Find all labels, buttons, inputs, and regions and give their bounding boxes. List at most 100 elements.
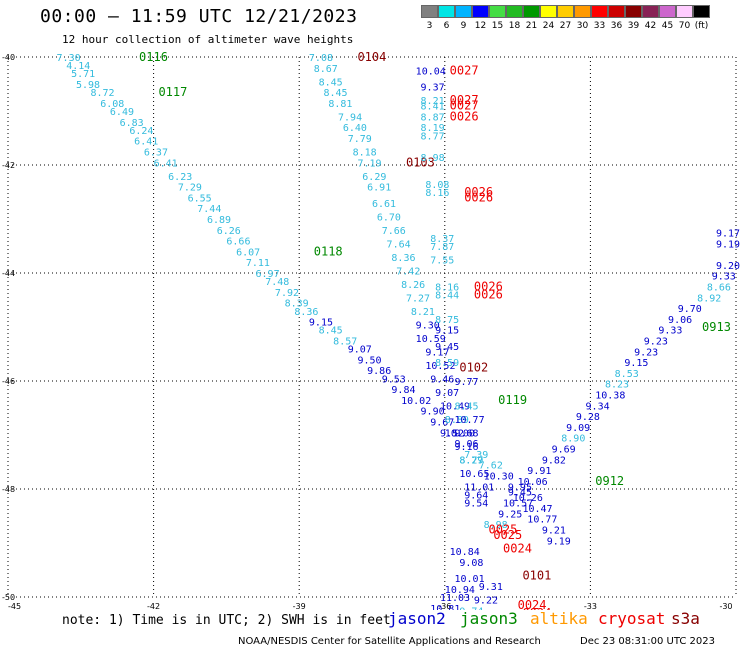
color-legend: 3 6 9 12 15 18 21 24 27 30 33 36 39 42 45 70 (ft) [421,5,710,31]
wave-height-value: 7.19 [357,158,381,169]
legend-label: 21 [525,21,538,31]
wave-height-value: 9.33 [712,272,736,283]
pass-label: 0024 [518,598,547,610]
pass-label: 0119 [498,393,527,407]
legend-swatch [642,5,659,18]
lat-tick-label: -42 [2,161,15,170]
legend-swatch [421,5,438,18]
wave-height-value: 6.41 [134,137,158,148]
wave-height-value: 6.49 [110,107,134,118]
wave-height-value: 10.02 [401,396,431,407]
pass-label: 0027 [450,64,479,78]
wave-height-value: 8.36 [391,253,415,264]
wave-height-map: -40 -42 -44 -46 -48 -50-45 -42 -39 -36 -33 -30 7.3… [2,50,740,610]
wave-height-value: 6.29 [362,172,386,183]
wave-height-value: 7.44 [197,204,221,215]
legend-swatch [574,5,591,18]
wave-height-value: 9.31 [479,582,503,593]
wave-height-value: 8.72 [91,88,115,99]
satellite-altika: altika [530,609,588,628]
wave-height-value: 11.03 [440,593,470,604]
wave-height-value: 8.75 [435,315,459,326]
lat-tick-label: -48 [2,485,15,494]
wave-height-value: 8.16 [425,188,449,199]
legend-label: (ft) [694,21,709,31]
wave-height-value: 9.22 [474,596,498,607]
wave-height-value: 7.08 [309,53,333,64]
pass-label: 0101 [522,568,551,582]
wave-height-value: 7.92 [275,288,299,299]
wave-height-value: 9.06 [455,439,479,450]
legend-swatch [557,5,574,18]
wave-height-value: 5.98 [76,80,100,91]
wave-height-value: 7.79 [348,134,372,145]
wave-height-value: 8.45 [323,88,347,99]
pass-label: 0116 [139,50,168,64]
wave-height-value: 9.82 [542,455,566,466]
legend-label: 6 [443,21,450,31]
wave-height-value: 8.27 [459,455,483,466]
wave-height-value: 9.53 [382,374,406,385]
page-subtitle: 12 hour collection of altimeter wave hei… [62,33,354,46]
wave-height-value: 10.47 [522,504,552,515]
wave-height-value: 8.45 [319,77,343,88]
wave-height-value: 7.64 [387,239,411,250]
wave-height-value: 8.59 [435,358,459,369]
legend-label: 15 [491,21,504,31]
wave-height-value: 7.27 [406,293,430,304]
wave-height-value: 6.61 [372,199,396,210]
legend-swatch [608,5,625,18]
legend-swatch [523,5,540,18]
wave-height-value: 10.00 [445,428,475,439]
wave-height-value: 9.15 [309,318,333,329]
credit-line: NOAA/NESDIS Center for Satellite Applica… [238,636,541,647]
lon-tick-label: -30 [719,602,732,610]
wave-height-value: 8.19 [421,123,445,134]
wave-height-value: 8.37 [430,234,454,245]
wave-height-value: 9.25 [498,509,522,520]
wave-height-value: 9.69 [552,445,576,456]
wave-height-value: 10.52 [425,361,455,372]
pass-label: 0027 [450,93,479,107]
map-grid [7,56,737,598]
pass-label: 0025 [493,528,522,542]
wave-height-value: 7.66 [382,226,406,237]
wave-height-value: 6.41 [154,158,178,169]
wave-height-value: 10.57 [503,499,533,510]
wave-height-value: 8.08 [425,180,449,191]
wave-height-value: 9.34 [586,401,610,412]
wave-height-value: 9.54 [464,499,488,510]
wave-height-value: 8.87 [421,112,445,123]
pass-label: 0024 [522,606,551,610]
lat-tick-label: -50 [2,593,15,602]
wave-height-value: 8.98 [484,520,508,531]
footnote: note: 1) Time is in UTC; 2) SWH is in fe… [62,613,391,628]
wave-height-value: 6.89 [207,215,231,226]
wave-height-value: 4.14 [66,61,90,72]
legend-label: 12 [474,21,487,31]
wave-height-value: 6.37 [144,148,168,159]
satellite-jason2: jason2 [388,609,446,628]
wave-height-value: 9.07 [435,388,459,399]
wave-height-value: 9.52 [440,428,464,439]
pass-label: 0025 [488,523,517,537]
wave-height-value: 8.53 [615,369,639,380]
wave-height-value: 7.30 [57,53,81,64]
pass-label: 0912 [595,474,624,488]
satellite-jason3: jason3 [460,609,518,628]
lat-tick-label: -46 [2,377,15,386]
wave-height-value: 9.84 [391,385,415,396]
wave-height-value: 9.30 [416,320,440,331]
satellite-cryosat: cryosat [598,609,666,628]
wave-height-value: 10.26 [513,493,543,504]
legend-label: 39 [627,21,640,31]
wave-height-value: 6.24 [129,126,153,137]
wave-height-value: 7.29 [178,183,202,194]
wave-height-value: 10.38 [595,391,625,402]
wave-height-value: 9.33 [658,326,682,337]
wave-height-value: 9.67 [430,418,454,429]
lat-tick-label: -40 [2,53,15,62]
legend-label: 24 [542,21,555,31]
wave-height-value: 8.45 [319,326,343,337]
wave-height-value: 7.11 [246,258,270,269]
